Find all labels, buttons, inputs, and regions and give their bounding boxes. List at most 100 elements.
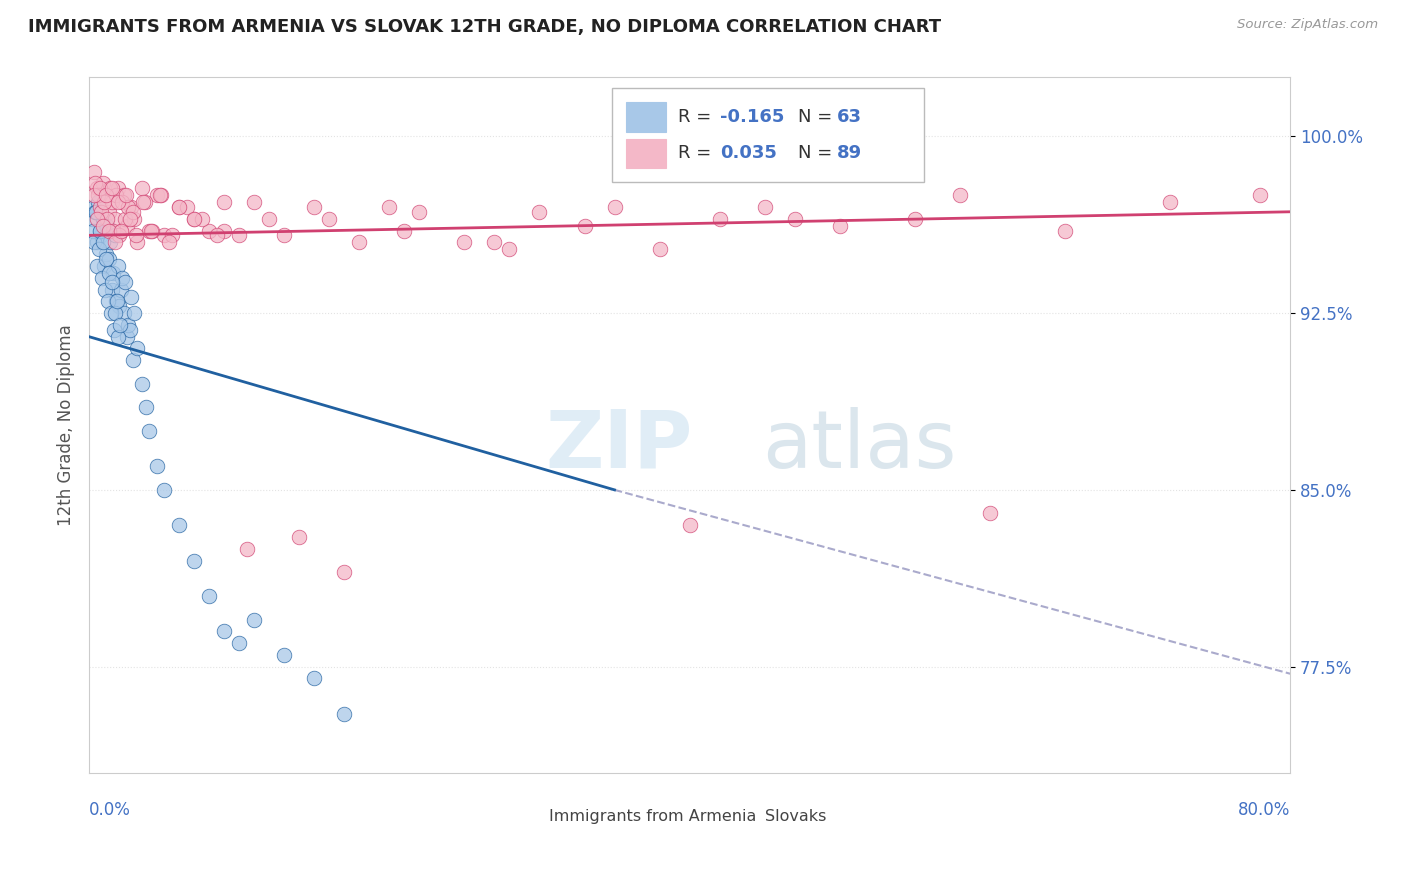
Point (105, 294, 128, 309)
Point (127, 235, 149, 250)
Point (97, 252, 120, 266)
Point (120, 290, 142, 304)
Point (131, 376, 153, 391)
Point (243, 195, 266, 210)
Point (108, 318, 131, 332)
Point (84, 204, 107, 219)
Point (273, 648, 295, 662)
Point (83, 188, 105, 202)
Point (120, 200, 142, 214)
Text: Source: ZipAtlas.com: Source: ZipAtlas.com (1237, 18, 1378, 31)
Point (122, 211, 145, 226)
Point (121, 353, 143, 368)
Point (139, 224, 162, 238)
Point (89, 200, 111, 214)
Point (112, 306, 135, 320)
Point (183, 211, 205, 226)
Point (89, 224, 111, 238)
Point (228, 636, 250, 650)
Point (257, 211, 280, 226)
Point (94, 283, 117, 297)
Point (198, 589, 221, 603)
Point (111, 270, 134, 285)
Point (107, 329, 129, 343)
Point (86, 259, 108, 273)
Point (243, 613, 266, 627)
Point (212, 624, 235, 639)
Point (112, 188, 135, 202)
Point (101, 181, 124, 195)
Point (97, 294, 120, 309)
Point (87, 243, 110, 257)
Point (110, 224, 132, 238)
Bar (626, 138, 665, 168)
Point (783, 211, 806, 226)
Point (153, 228, 176, 243)
Point (83, 165, 105, 179)
Point (96, 252, 118, 266)
Point (394, 224, 416, 238)
Point (1053, 224, 1076, 238)
Point (149, 188, 172, 202)
Point (904, 211, 927, 226)
Point (127, 342, 149, 356)
Point (205, 228, 228, 243)
Text: Immigrants from Armenia: Immigrants from Armenia (550, 809, 756, 824)
Point (87, 188, 110, 202)
Point (304, 200, 326, 214)
Point (160, 228, 183, 243)
FancyBboxPatch shape (612, 88, 924, 182)
Text: R =: R = (678, 108, 717, 126)
Point (135, 401, 157, 415)
Point (828, 219, 851, 233)
Point (134, 195, 156, 210)
Bar (516, 806, 541, 826)
Point (114, 211, 136, 226)
Point (979, 507, 1001, 521)
Point (108, 228, 131, 243)
Bar (626, 103, 665, 132)
Point (167, 200, 190, 214)
Point (105, 294, 128, 309)
Text: N =: N = (797, 145, 838, 162)
Point (104, 228, 127, 243)
Point (110, 283, 132, 297)
Point (117, 318, 139, 332)
Point (96, 188, 118, 202)
Point (90, 204, 112, 219)
Point (84, 204, 107, 219)
Text: 63: 63 (838, 108, 862, 126)
Point (603, 200, 626, 214)
Point (273, 228, 295, 243)
Point (98, 235, 121, 250)
Text: IMMIGRANTS FROM ARMENIA VS SLOVAK 12TH GRADE, NO DIPLOMA CORRELATION CHART: IMMIGRANTS FROM ARMENIA VS SLOVAK 12TH G… (28, 18, 941, 36)
Point (115, 188, 138, 202)
Point (100, 283, 122, 297)
Point (167, 200, 190, 214)
Point (132, 195, 155, 210)
Point (111, 195, 134, 210)
Point (408, 204, 430, 219)
Bar (731, 806, 758, 826)
Point (86, 211, 108, 226)
Point (87, 195, 110, 210)
Point (183, 211, 205, 226)
Point (86, 235, 108, 250)
Point (103, 323, 125, 337)
Point (107, 181, 129, 195)
Text: R =: R = (678, 145, 717, 162)
Point (349, 235, 371, 250)
Point (91, 211, 114, 226)
Point (86, 181, 108, 195)
Point (118, 323, 141, 337)
Point (115, 329, 138, 343)
Point (167, 518, 190, 533)
Point (124, 228, 146, 243)
Point (153, 483, 176, 497)
Point (107, 195, 129, 210)
Point (100, 306, 122, 320)
Point (198, 224, 221, 238)
Point (84, 177, 107, 191)
Text: 0.0%: 0.0% (89, 800, 131, 819)
Point (115, 219, 138, 233)
